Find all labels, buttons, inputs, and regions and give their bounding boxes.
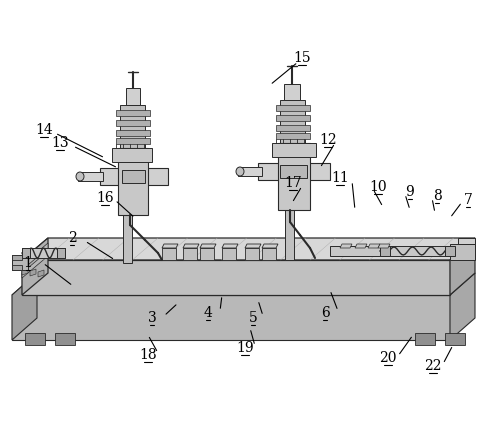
Text: 22: 22 xyxy=(424,359,442,373)
Polygon shape xyxy=(368,244,380,248)
Polygon shape xyxy=(22,238,48,295)
Polygon shape xyxy=(280,100,305,143)
Polygon shape xyxy=(55,333,75,345)
Text: 5: 5 xyxy=(248,311,257,325)
Polygon shape xyxy=(12,255,22,260)
Polygon shape xyxy=(458,238,475,244)
Polygon shape xyxy=(38,270,44,277)
Ellipse shape xyxy=(76,172,84,181)
Polygon shape xyxy=(276,125,310,131)
Polygon shape xyxy=(22,248,30,258)
Text: 14: 14 xyxy=(35,123,53,137)
Polygon shape xyxy=(278,143,310,210)
Polygon shape xyxy=(276,115,310,121)
Polygon shape xyxy=(415,333,435,345)
Polygon shape xyxy=(276,133,310,139)
Polygon shape xyxy=(183,244,199,248)
Polygon shape xyxy=(245,248,259,260)
Polygon shape xyxy=(284,84,300,100)
Polygon shape xyxy=(245,244,261,248)
Polygon shape xyxy=(380,246,390,256)
Text: 15: 15 xyxy=(293,51,311,65)
Text: 2: 2 xyxy=(67,231,76,245)
Polygon shape xyxy=(445,246,455,256)
Polygon shape xyxy=(116,110,150,116)
Text: 20: 20 xyxy=(379,351,397,365)
Polygon shape xyxy=(258,163,330,180)
Text: 12: 12 xyxy=(319,133,337,147)
Polygon shape xyxy=(126,88,140,105)
Polygon shape xyxy=(22,238,475,260)
Text: 17: 17 xyxy=(284,176,302,190)
Polygon shape xyxy=(22,260,450,295)
Text: 4: 4 xyxy=(203,306,212,320)
Text: 6: 6 xyxy=(320,306,329,320)
Text: 1: 1 xyxy=(24,256,32,270)
Polygon shape xyxy=(12,295,450,340)
Polygon shape xyxy=(272,143,316,157)
Polygon shape xyxy=(118,148,148,215)
Polygon shape xyxy=(22,268,28,275)
Polygon shape xyxy=(116,138,150,144)
Polygon shape xyxy=(378,244,390,248)
Polygon shape xyxy=(112,148,152,162)
Polygon shape xyxy=(22,248,65,258)
Polygon shape xyxy=(123,160,132,263)
Polygon shape xyxy=(22,251,48,278)
Text: 11: 11 xyxy=(331,171,349,185)
Polygon shape xyxy=(330,246,450,256)
Polygon shape xyxy=(100,168,168,185)
Text: 9: 9 xyxy=(406,185,414,199)
Ellipse shape xyxy=(236,167,244,176)
Polygon shape xyxy=(78,172,103,181)
Polygon shape xyxy=(162,244,178,248)
Polygon shape xyxy=(445,333,465,345)
Polygon shape xyxy=(116,130,150,136)
Polygon shape xyxy=(12,265,22,270)
Polygon shape xyxy=(30,269,36,276)
Text: 13: 13 xyxy=(51,136,69,150)
Text: 18: 18 xyxy=(139,348,157,362)
Text: 3: 3 xyxy=(148,311,156,325)
Polygon shape xyxy=(57,248,65,258)
Text: 19: 19 xyxy=(236,341,254,355)
Polygon shape xyxy=(450,238,475,295)
Polygon shape xyxy=(116,120,150,126)
Polygon shape xyxy=(120,105,145,148)
Text: 10: 10 xyxy=(369,180,387,194)
Polygon shape xyxy=(222,244,238,248)
Polygon shape xyxy=(12,273,475,295)
Polygon shape xyxy=(262,244,278,248)
Polygon shape xyxy=(12,255,28,270)
Polygon shape xyxy=(200,248,214,260)
Polygon shape xyxy=(340,244,352,248)
Polygon shape xyxy=(22,243,48,270)
Polygon shape xyxy=(276,105,310,111)
Polygon shape xyxy=(355,244,367,248)
Polygon shape xyxy=(12,273,37,340)
Polygon shape xyxy=(238,167,262,176)
Polygon shape xyxy=(280,165,307,178)
Polygon shape xyxy=(285,158,294,260)
Text: 8: 8 xyxy=(433,189,441,203)
Polygon shape xyxy=(183,248,197,260)
Polygon shape xyxy=(450,273,475,340)
Polygon shape xyxy=(25,333,45,345)
Polygon shape xyxy=(200,244,216,248)
Text: 7: 7 xyxy=(464,193,472,207)
Polygon shape xyxy=(262,248,276,260)
Text: 16: 16 xyxy=(96,191,114,205)
Polygon shape xyxy=(162,248,176,260)
Polygon shape xyxy=(450,244,475,260)
Polygon shape xyxy=(122,170,145,183)
Polygon shape xyxy=(222,248,236,260)
